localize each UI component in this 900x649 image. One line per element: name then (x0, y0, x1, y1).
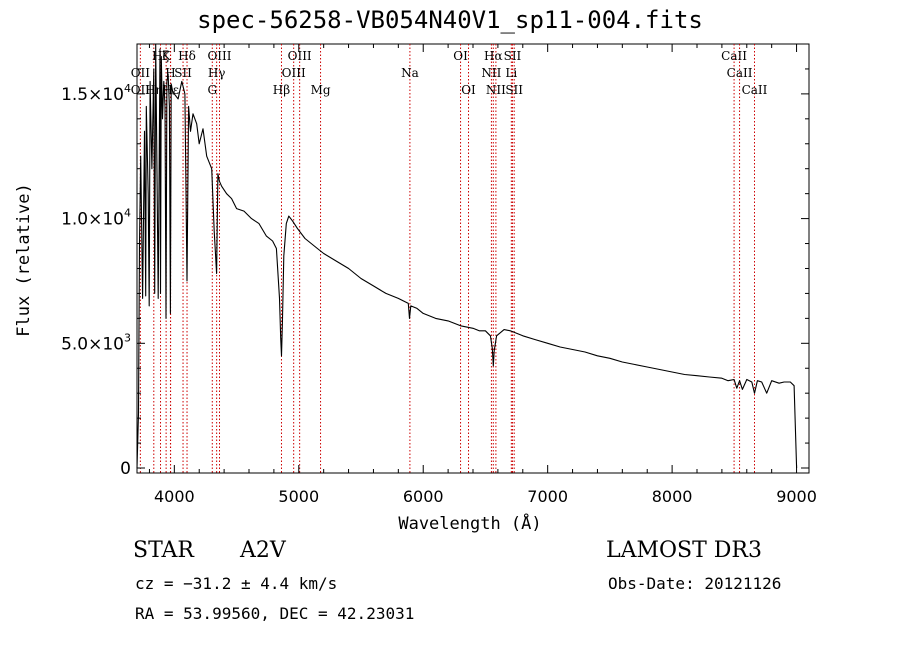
y-tick-label: 0 (120, 459, 131, 479)
x-tick-label: 6000 (403, 487, 444, 506)
line-label: OII (131, 66, 151, 80)
line-label: G (207, 83, 217, 97)
survey-name: LAMOST DR3 (606, 538, 762, 563)
x-tick-label: 7000 (527, 487, 568, 506)
x-tick-label: 4000 (154, 487, 195, 506)
line-label: NII (486, 83, 506, 97)
line-label: H (165, 66, 175, 80)
line-label: Li (505, 66, 517, 80)
line-label: OIII (282, 66, 306, 80)
line-label: SII (174, 66, 192, 80)
line-label: K (162, 49, 172, 63)
x-tick-label: 9000 (776, 487, 817, 506)
line-label: NII (481, 66, 501, 80)
chart-title: spec-56258-VB054N40V1_sp11-004.fits (197, 6, 703, 34)
line-label: SII (505, 83, 523, 97)
line-label: OIII (207, 49, 231, 63)
y-tick-label: 1.0×104 (61, 207, 131, 230)
line-label: CaII (727, 66, 753, 80)
spectrum-line (136, 43, 798, 469)
object-subclass: A2V (240, 538, 286, 563)
y-axis: 0 5.0×103 1.0×104 1.5×104 (61, 68, 809, 479)
line-markers (139, 44, 755, 473)
line-label: SII (504, 49, 522, 63)
line-label: OI (461, 83, 476, 97)
x-tick-label: 8000 (652, 487, 693, 506)
line-label: Hγ (208, 66, 226, 80)
line-label: CaII (742, 83, 768, 97)
object-class: STAR (133, 538, 194, 563)
line-label: Hβ (273, 83, 290, 97)
y-axis-label: Flux (relative) (14, 183, 34, 337)
line-label: OIII (288, 49, 312, 63)
x-axis-label: Wavelength (Å) (398, 512, 541, 534)
coordinates: RA = 53.99560, DEC = 42.23031 (135, 604, 415, 623)
plot-frame (136, 43, 810, 474)
obs-date: Obs-Date: 20121126 (608, 574, 782, 593)
line-label: Hα (484, 49, 503, 63)
y-tick-label: 5.0×103 (61, 331, 131, 354)
line-label: Mg (311, 83, 331, 97)
x-axis: 4000 5000 6000 7000 8000 9000 (148, 44, 817, 506)
redshift-info: cz = −31.2 ± 4.4 km/s (135, 574, 338, 593)
line-label: OII (131, 83, 151, 97)
line-label: Na (401, 66, 419, 80)
line-label: CaII (721, 49, 747, 63)
y-tick-label: 1.5×104 (61, 82, 131, 105)
line-label: OI (453, 49, 468, 63)
line-label: Hδ (178, 49, 196, 63)
x-tick-label: 5000 (278, 487, 319, 506)
